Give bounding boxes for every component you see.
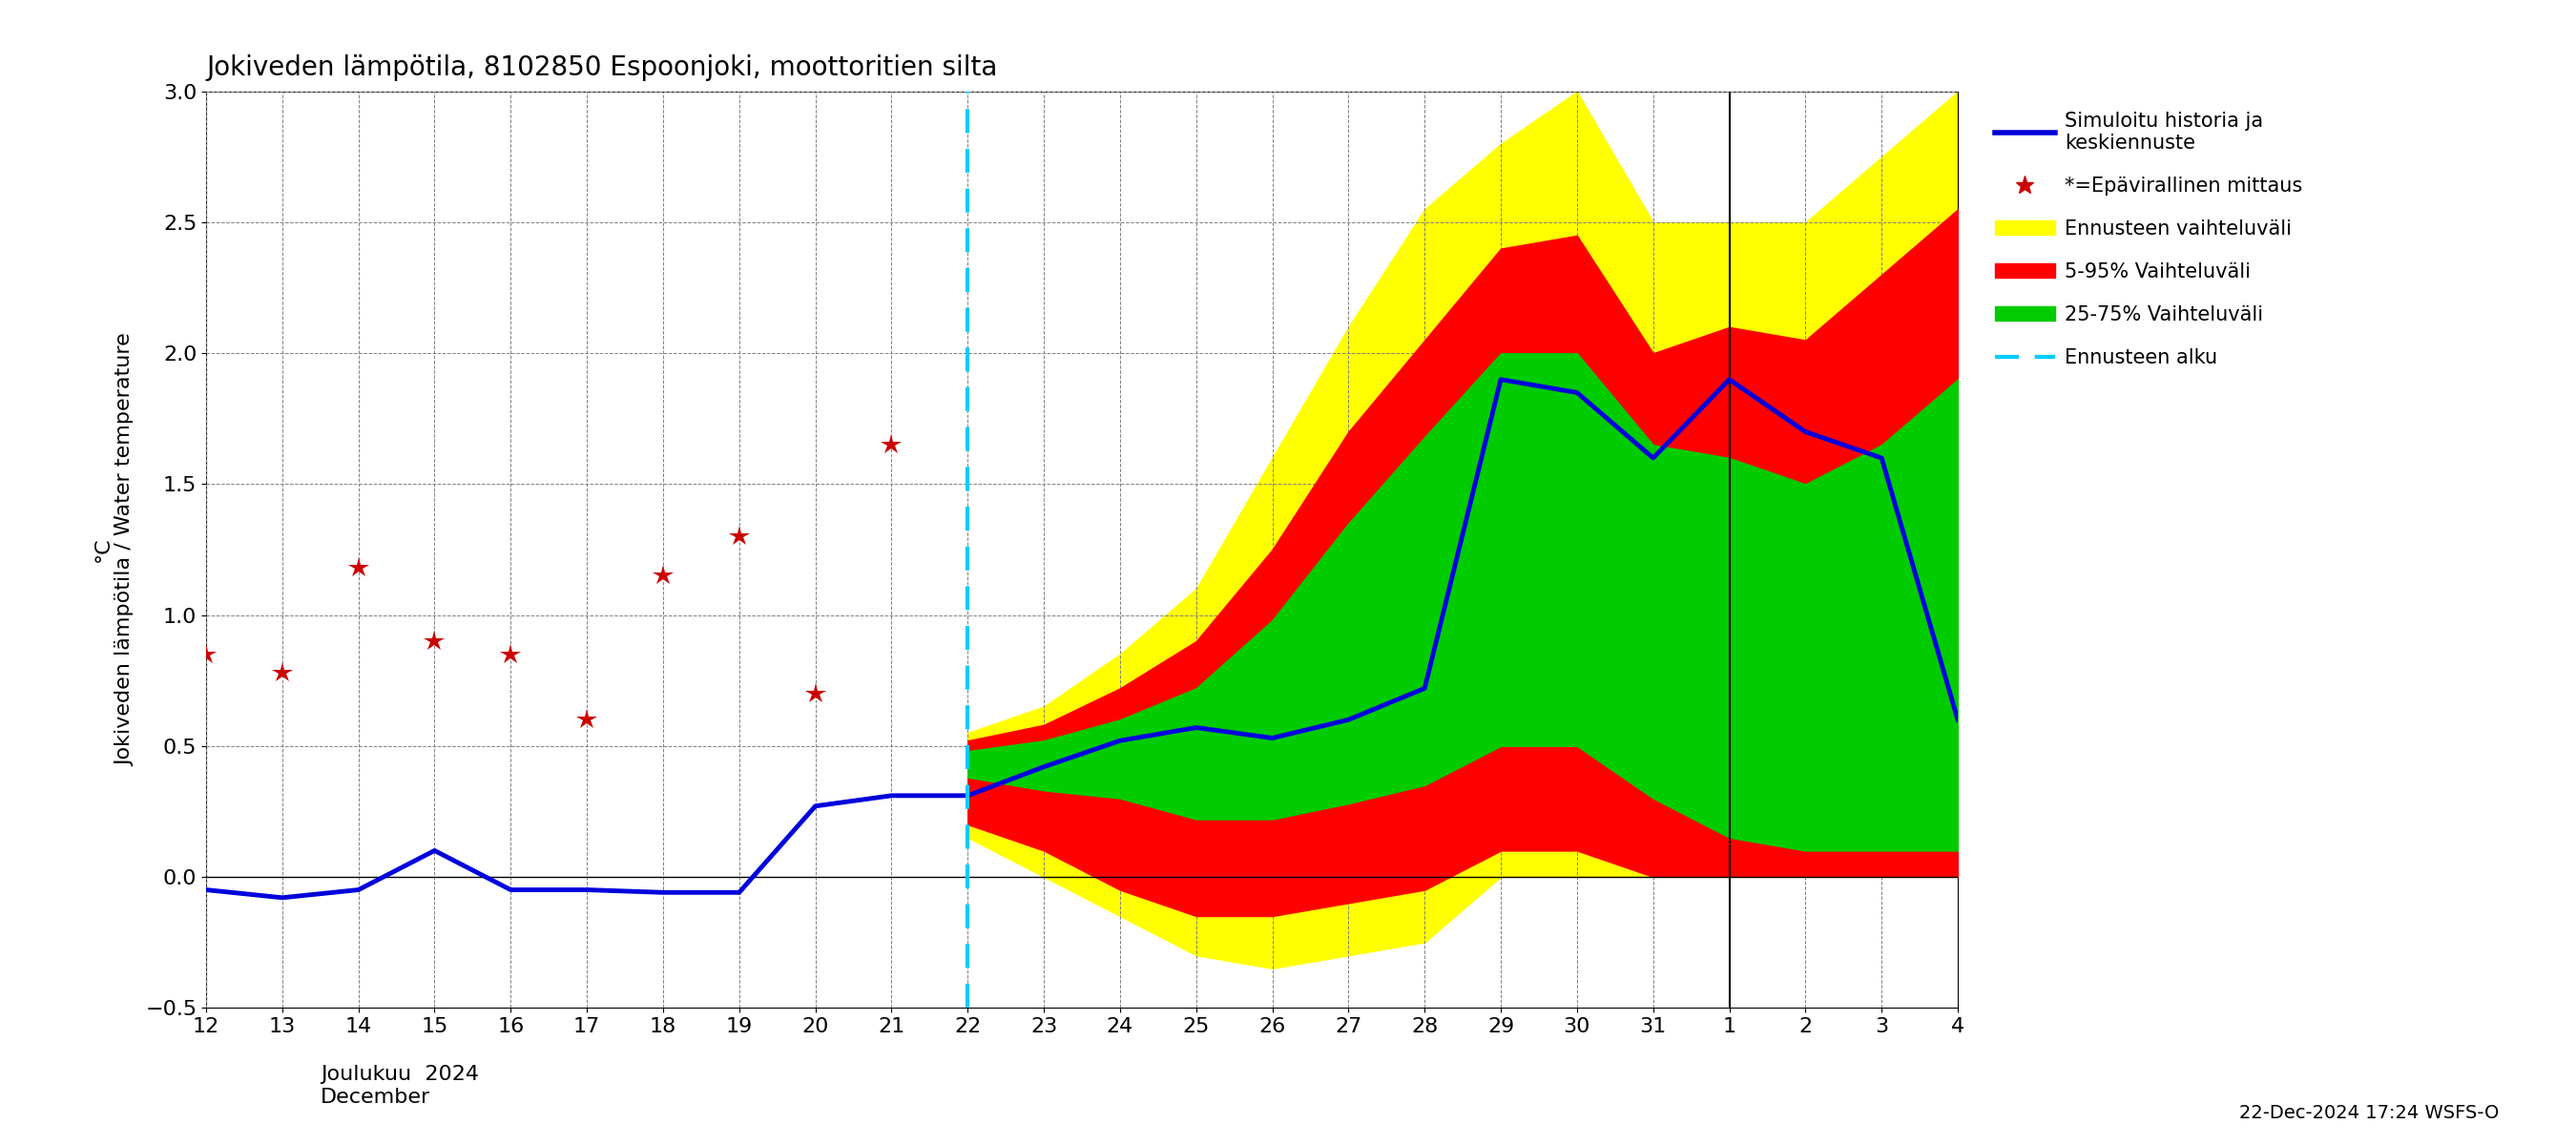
Legend: Simuloitu historia ja
keskiennuste, *=Epävirallinen mittaus, Ennusteen vaihteluv: Simuloitu historia ja keskiennuste, *=Ep… (1986, 102, 2313, 378)
Text: 22-Dec-2024 17:24 WSFS-O: 22-Dec-2024 17:24 WSFS-O (2239, 1104, 2499, 1122)
Text: Joulukuu  2024
December: Joulukuu 2024 December (319, 1065, 479, 1106)
Y-axis label: °C
Jokiveden lämpötila / Water temperature: °C Jokiveden lämpötila / Water temperatu… (93, 333, 134, 766)
Text: Jokiveden lämpötila, 8102850 Espoonjoki, moottoritien silta: Jokiveden lämpötila, 8102850 Espoonjoki,… (206, 55, 997, 81)
